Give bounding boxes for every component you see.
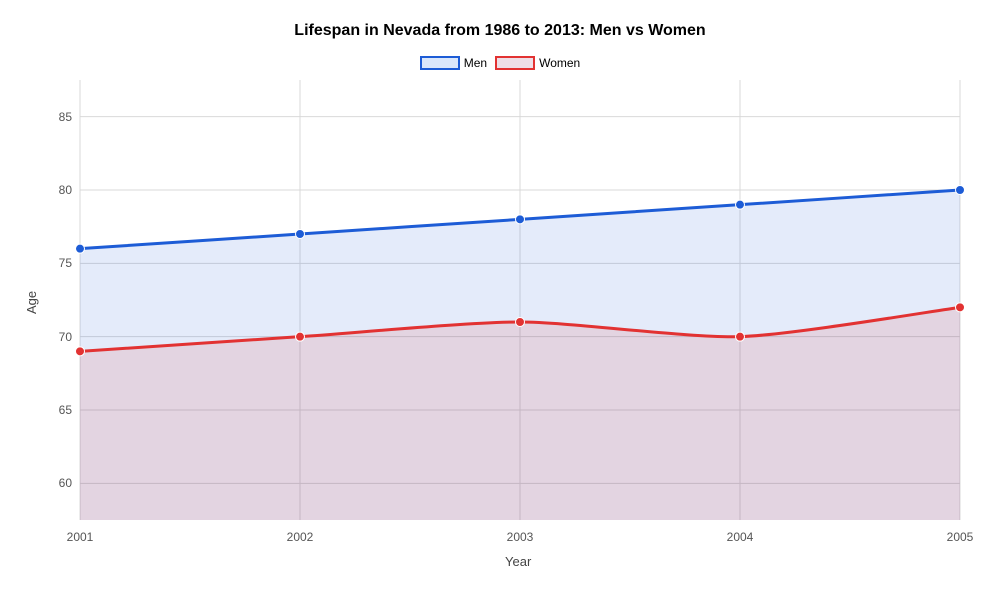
y-tick-label: 70 xyxy=(40,330,72,344)
marker-women[interactable] xyxy=(76,347,85,356)
y-tick-label: 85 xyxy=(40,110,72,124)
marker-men[interactable] xyxy=(736,200,745,209)
y-tick-label: 80 xyxy=(40,183,72,197)
x-tick-label: 2004 xyxy=(727,530,754,544)
x-tick-label: 2005 xyxy=(947,530,974,544)
marker-men[interactable] xyxy=(296,230,305,239)
x-tick-label: 2001 xyxy=(67,530,94,544)
x-axis-label: Year xyxy=(505,554,531,569)
chart-svg xyxy=(0,0,1000,600)
marker-men[interactable] xyxy=(516,215,525,224)
marker-women[interactable] xyxy=(296,332,305,341)
marker-men[interactable] xyxy=(76,244,85,253)
y-tick-label: 60 xyxy=(40,476,72,490)
marker-women[interactable] xyxy=(736,332,745,341)
marker-women[interactable] xyxy=(516,318,525,327)
x-tick-label: 2003 xyxy=(507,530,534,544)
marker-women[interactable] xyxy=(956,303,965,312)
x-tick-label: 2002 xyxy=(287,530,314,544)
y-tick-label: 65 xyxy=(40,403,72,417)
y-tick-label: 75 xyxy=(40,256,72,270)
y-axis-label: Age xyxy=(24,291,39,314)
marker-men[interactable] xyxy=(956,186,965,195)
chart-container: Lifespan in Nevada from 1986 to 2013: Me… xyxy=(0,0,1000,600)
